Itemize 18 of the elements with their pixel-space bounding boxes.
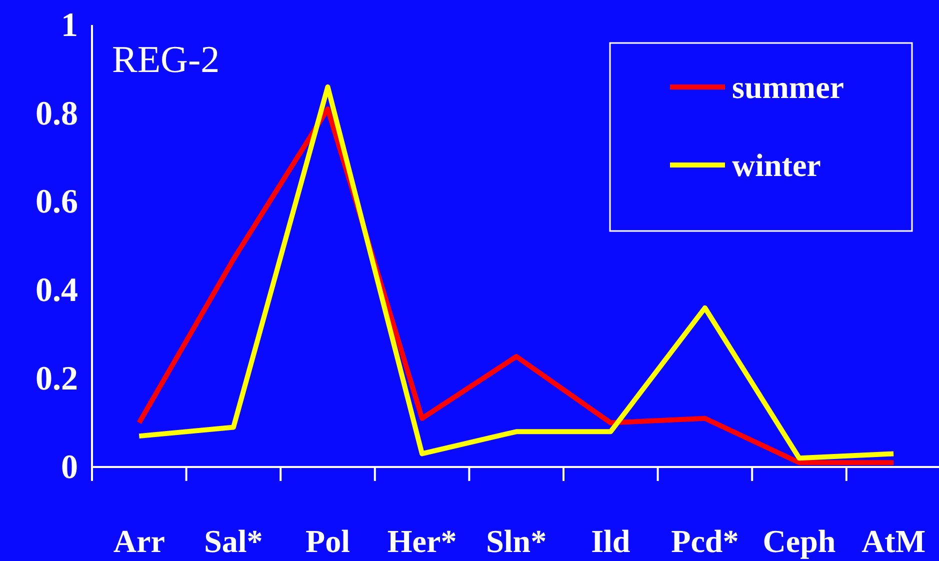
x-tick-label: Ild (591, 523, 630, 559)
x-tick-label: Arr (113, 523, 165, 559)
legend-label: summer (732, 69, 844, 105)
y-tick-label: 0.6 (36, 184, 78, 221)
y-tick-label: 0.8 (36, 95, 78, 132)
y-tick-label: 0.4 (36, 272, 78, 310)
y-tick-label: 1 (61, 6, 78, 44)
x-tick-label: Pcd* (671, 523, 739, 559)
x-tick-label: Sal* (204, 523, 263, 559)
y-tick-label: 0 (61, 448, 78, 486)
legend-label: winter (732, 147, 821, 183)
x-tick-label: Pol (306, 523, 350, 559)
annotation: REG-2 (112, 39, 220, 81)
x-tick-label: Ceph (762, 523, 836, 559)
x-tick-label: AtM (862, 523, 926, 559)
x-tick-label: Sln* (486, 523, 547, 559)
x-tick-label: Her* (387, 523, 457, 559)
y-tick-label: 0.2 (36, 360, 78, 398)
